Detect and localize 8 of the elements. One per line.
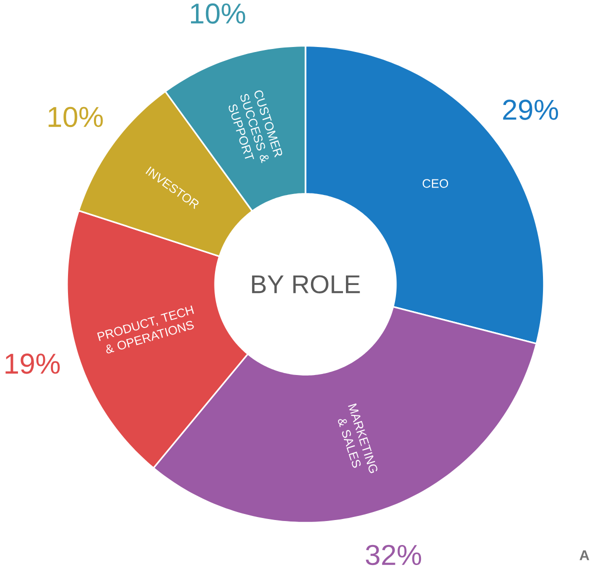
data-label: 10% <box>48 107 103 128</box>
data-label: 32% <box>366 545 422 566</box>
slice-label: CEO <box>422 179 448 188</box>
text: A <box>580 550 590 560</box>
data-label: 29% <box>503 100 558 120</box>
data-label: 19% <box>6 354 60 374</box>
text: BY ROLE <box>252 275 360 294</box>
data-label: 10% <box>190 4 246 24</box>
